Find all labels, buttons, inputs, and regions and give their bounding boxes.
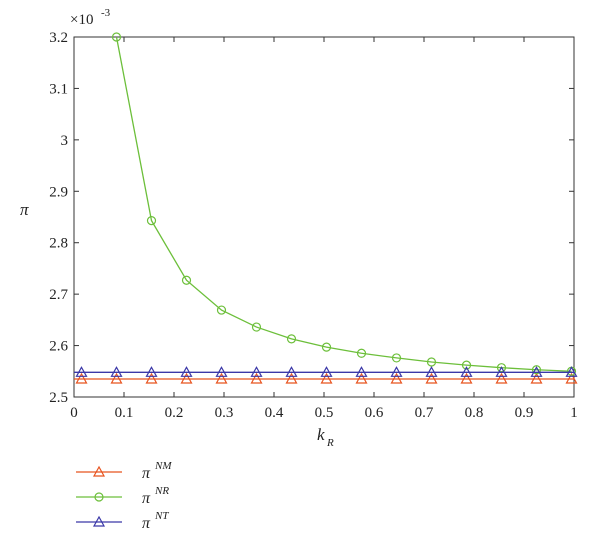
data-point	[321, 342, 332, 352]
data-point	[110, 372, 123, 384]
x-axis-label-subscript: R	[326, 437, 334, 449]
y-scale-multiplier: ×10	[70, 12, 93, 28]
data-point	[426, 357, 437, 367]
data-point	[355, 366, 368, 377]
data-point	[565, 366, 578, 377]
x-tick-label: 0.7	[415, 405, 434, 421]
series-nt	[74, 366, 578, 377]
x-tick-label: 0.5	[315, 405, 334, 421]
y-tick-label: 3.1	[49, 81, 68, 97]
data-point	[460, 366, 473, 377]
x-tick-label: 0.2	[165, 405, 184, 421]
legend-entry-nr: π NR	[76, 485, 169, 507]
data-point	[460, 372, 473, 384]
legend-entry-nm: π NM	[76, 460, 172, 482]
data-point	[355, 372, 368, 384]
data-point	[425, 366, 438, 377]
data-point	[565, 372, 578, 384]
y-axis-label: π	[20, 200, 29, 219]
data-point	[461, 360, 472, 370]
y-tick-label: 2.5	[49, 390, 68, 406]
data-point	[320, 372, 333, 384]
data-point	[146, 216, 157, 226]
data-point	[181, 275, 192, 285]
x-tick-label: 0.4	[265, 405, 284, 421]
x-tick-label: 0.1	[115, 405, 134, 421]
x-tick-label: 0.3	[215, 405, 234, 421]
data-point	[390, 372, 403, 384]
axis-ticks: 0 0.1 0.2 0.3 0.4 0.5 0.6 0.7 0.8 0.9 1 2.5 2.6 2.7 2.…	[49, 30, 578, 421]
data-point	[180, 372, 193, 384]
legend-label: π	[142, 465, 151, 482]
legend-entry-nt: π NT	[76, 510, 169, 532]
legend-label-superscript: NM	[154, 460, 172, 472]
data-point	[111, 32, 122, 42]
series-group	[74, 32, 578, 384]
data-point	[250, 372, 263, 384]
data-point	[215, 366, 228, 377]
legend-label: π	[142, 515, 151, 532]
data-point	[110, 366, 123, 377]
data-point	[75, 372, 88, 384]
data-point	[250, 366, 263, 377]
data-point	[530, 372, 543, 384]
y-scale-exponent: -3	[101, 7, 111, 19]
series-nm	[74, 372, 578, 384]
data-point	[215, 372, 228, 384]
data-point	[391, 353, 402, 363]
x-tick-label: 0.9	[515, 405, 534, 421]
data-point	[530, 366, 543, 377]
data-point	[495, 372, 508, 384]
y-tick-label: 3	[61, 133, 69, 149]
x-tick-label: 1	[570, 405, 578, 421]
y-tick-label: 2.6	[49, 339, 68, 355]
data-point	[285, 366, 298, 377]
data-point	[356, 348, 367, 358]
data-point	[145, 366, 158, 377]
x-tick-label: 0.8	[465, 405, 484, 421]
y-tick-label: 2.7	[49, 287, 68, 303]
data-point	[75, 366, 88, 377]
data-point	[531, 365, 542, 375]
legend-marker	[92, 465, 106, 477]
y-tick-label: 2.9	[49, 184, 68, 200]
series-line	[115, 36, 572, 372]
data-point	[251, 322, 262, 332]
data-point	[495, 366, 508, 377]
legend-label-superscript: NT	[154, 510, 169, 522]
plot-area	[73, 36, 575, 398]
data-point	[216, 305, 227, 315]
data-point	[390, 366, 403, 377]
legend: π NMπ NRπ NT	[76, 460, 172, 532]
data-point	[145, 372, 158, 384]
y-tick-label: 3.2	[49, 30, 68, 46]
x-tick-label: 0	[70, 405, 78, 421]
data-point	[180, 366, 193, 377]
data-point	[320, 366, 333, 377]
x-tick-label: 0.6	[365, 405, 384, 421]
legend-marker	[94, 492, 104, 502]
y-tick-label: 2.8	[49, 236, 68, 252]
legend-marker	[92, 515, 106, 527]
data-point	[425, 372, 438, 384]
legend-label: π	[142, 490, 151, 507]
data-point	[285, 372, 298, 384]
legend-label-superscript: NR	[154, 485, 169, 497]
x-axis-label: k	[317, 425, 325, 444]
data-point	[286, 334, 297, 344]
